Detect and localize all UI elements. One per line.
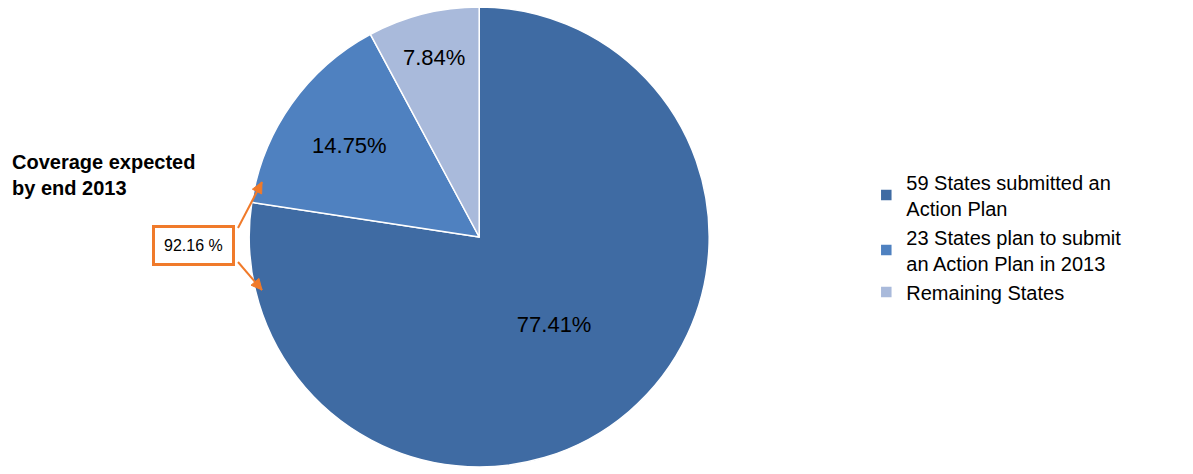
svg-text:Coverage expectedby end 2013: Coverage expectedby end 2013 <box>12 151 195 199</box>
svg-text:7.84%: 7.84% <box>403 45 465 70</box>
svg-text:23 States plan to submitan Act: 23 States plan to submitan Action Plan i… <box>906 227 1121 275</box>
svg-text:14.75%: 14.75% <box>312 133 387 158</box>
svg-text:77.41%: 77.41% <box>517 312 592 337</box>
svg-text:92.16 %: 92.16 % <box>164 237 223 254</box>
svg-text:Remaining States: Remaining States <box>906 282 1064 304</box>
svg-text:59 States submitted anAction P: 59 States submitted anAction Plan <box>906 172 1111 220</box>
